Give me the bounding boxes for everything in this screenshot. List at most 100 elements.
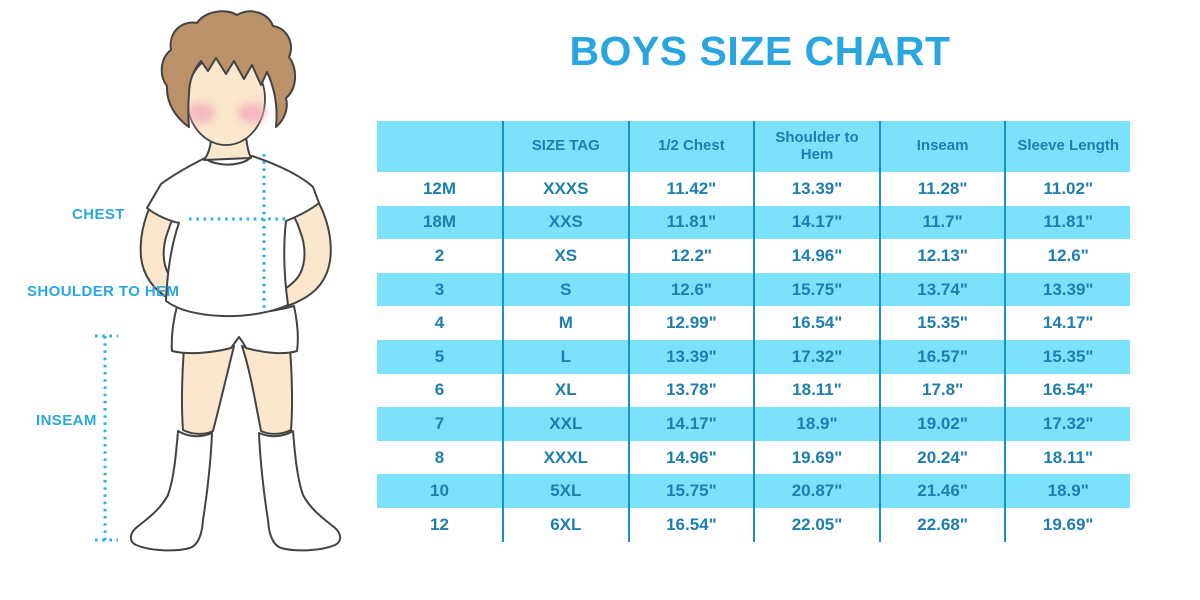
table-cell: 11.81"	[1004, 205, 1130, 240]
boy-left-thigh	[180, 345, 235, 435]
table-cell: L	[502, 339, 628, 374]
table-cell: 12.2"	[627, 239, 754, 273]
table-cell: 14.96"	[753, 239, 879, 273]
table-header-row: SIZE TAG 1/2 Chest Shoulder to Hem Insea…	[377, 121, 1130, 172]
boy-left-cheek	[187, 103, 215, 123]
page-title: BOYS SIZE CHART	[569, 28, 951, 74]
table-row: 5 L 13.39" 17.32" 16.57" 15.35"	[377, 339, 1130, 374]
table-cell: XL	[502, 373, 628, 408]
table-header-cell-blank	[377, 121, 502, 172]
table-cell: 2	[434, 245, 445, 265]
table-cell: 13.74"	[878, 272, 1005, 307]
table-cell: 18.11"	[1004, 440, 1130, 475]
table-cell: 11.42"	[627, 172, 754, 206]
table-cell: 7	[434, 413, 445, 433]
table-cell: 13.78"	[627, 373, 754, 408]
table-cell: XXS	[502, 205, 628, 240]
table-row: 12 6XL 16.54" 22.05" 22.68" 19.69"	[377, 507, 1130, 542]
chest-label: CHEST	[72, 206, 125, 223]
table-cell: M	[502, 306, 628, 340]
table-header-cell-half-chest: 1/2 Chest	[627, 121, 754, 172]
table-cell: 5	[434, 346, 445, 366]
table-cell: 17.8"	[878, 373, 1005, 408]
size-chart-table: SIZE TAG 1/2 Chest Shoulder to Hem Insea…	[377, 121, 1130, 542]
table-cell: 3	[434, 279, 445, 299]
table-cell: 19.69"	[1004, 507, 1130, 542]
table-cell: S	[502, 272, 628, 307]
table-row: 12M XXXS 11.42" 13.39" 11.28" 11.02"	[377, 172, 1130, 206]
table-cell: 22.05"	[753, 507, 879, 542]
boy-shorts	[170, 305, 299, 355]
table-cell: 10	[430, 481, 449, 501]
table-cell: 12.99"	[627, 306, 754, 340]
table-row: 7 XXL 14.17" 18.9" 19.02" 17.32"	[377, 407, 1130, 441]
table-header-cell-size-tag: SIZE TAG	[502, 121, 628, 172]
table-header-cell-inseam: Inseam	[878, 121, 1005, 172]
table-cell: 13.39"	[627, 339, 754, 374]
table-cell: 12.13"	[878, 239, 1005, 273]
boy-hair	[160, 10, 296, 128]
size-table-body: 12M XXXS 11.42" 13.39" 11.28" 11.02" 18M XXS 11.…	[377, 172, 1130, 542]
table-cell: 13.39"	[1004, 272, 1130, 307]
table-cell: 15.75"	[753, 272, 879, 307]
table-cell: 6XL	[502, 507, 628, 542]
table-cell: 16.57"	[878, 339, 1005, 374]
boy-right-cheek	[238, 103, 266, 123]
table-cell: XXL	[502, 407, 628, 441]
table-cell: 18.9"	[1004, 474, 1130, 508]
table-cell: 11.81"	[627, 205, 754, 240]
table-cell: 8	[434, 447, 445, 467]
table-row: 18M XXS 11.81" 14.17" 11.7" 11.81"	[377, 205, 1130, 240]
table-cell: 17.32"	[753, 339, 879, 374]
table-cell: 11.02"	[1004, 172, 1130, 206]
table-header-cell-shoulder-to-hem: Shoulder to Hem	[753, 121, 879, 172]
table-header-cell-sleeve-length: Sleeve Length	[1004, 121, 1130, 172]
table-cell: 6	[434, 380, 445, 400]
table-cell: 12M	[422, 178, 457, 198]
table-cell: 16.54"	[753, 306, 879, 340]
table-cell: 12.6"	[627, 272, 754, 307]
table-cell: XXXL	[502, 440, 628, 475]
table-cell: 5XL	[502, 474, 628, 508]
table-row: 6 XL 13.78" 18.11" 17.8" 16.54"	[377, 373, 1130, 408]
table-cell: 16.54"	[1004, 373, 1130, 408]
table-cell: 12.6"	[1004, 239, 1130, 273]
table-cell: 19.02"	[878, 407, 1005, 441]
boy-right-thigh	[241, 345, 294, 435]
table-row: 10 5XL 15.75" 20.87" 21.46" 18.9"	[377, 474, 1130, 508]
table-row: 3 S 12.6" 15.75" 13.74" 13.39"	[377, 272, 1130, 307]
table-cell: 19.69"	[753, 440, 879, 475]
table-cell: 14.17"	[627, 407, 754, 441]
table-cell: 21.46"	[878, 474, 1005, 508]
table-cell: 18.11"	[753, 373, 879, 408]
table-cell: 12	[430, 514, 449, 534]
table-cell: 4	[434, 313, 445, 333]
inseam-label: INSEAM	[36, 412, 97, 429]
table-cell: 18M	[422, 212, 457, 232]
table-cell: 14.96"	[627, 440, 754, 475]
boy-measurement-diagram	[95, 10, 342, 552]
boy-right-sock	[258, 430, 342, 552]
table-cell: 20.24"	[878, 440, 1005, 475]
table-cell: 11.28"	[878, 172, 1005, 206]
table-row: 8 XXXL 14.96" 19.69" 20.24" 18.11"	[377, 440, 1130, 475]
table-cell: XXXS	[502, 172, 628, 206]
boy-left-sock	[129, 430, 213, 552]
table-cell: 18.9"	[753, 407, 879, 441]
table-cell: 15.35"	[878, 306, 1005, 340]
table-cell: 11.7"	[878, 205, 1005, 240]
shoulder-to-hem-label: SHOULDER TO HEM	[27, 283, 180, 300]
table-row: 2 XS 12.2" 14.96" 12.13" 12.6"	[377, 239, 1130, 273]
table-cell: 14.17"	[1004, 306, 1130, 340]
table-cell: XS	[502, 239, 628, 273]
table-cell: 15.35"	[1004, 339, 1130, 374]
table-cell: 15.75"	[627, 474, 754, 508]
table-cell: 17.32"	[1004, 407, 1130, 441]
table-cell: 20.87"	[753, 474, 879, 508]
table-row: 4 M 12.99" 16.54" 15.35" 14.17"	[377, 306, 1130, 340]
table-cell: 16.54"	[627, 507, 754, 542]
table-cell: 14.17"	[753, 205, 879, 240]
table-cell: 22.68"	[878, 507, 1005, 542]
table-cell: 13.39"	[753, 172, 879, 206]
